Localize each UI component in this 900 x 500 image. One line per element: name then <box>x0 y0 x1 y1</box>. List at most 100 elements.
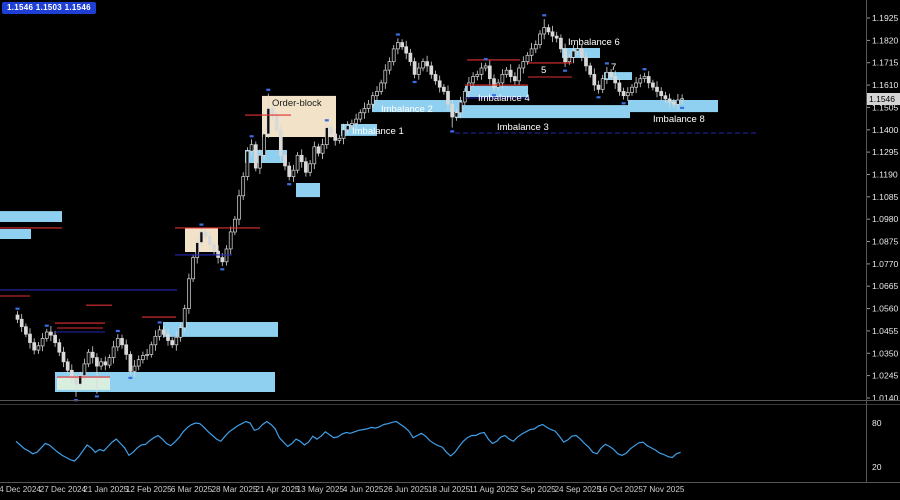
candle-body <box>642 76 647 79</box>
candle-body <box>245 150 250 177</box>
price-axis-label: 1.0875 <box>872 237 899 247</box>
candle-body <box>513 76 517 82</box>
candle-body <box>630 86 634 93</box>
candle-body <box>500 74 505 84</box>
imbalance-2-label[interactable]: Imbalance 2 <box>381 104 433 115</box>
candle-body <box>283 154 287 167</box>
order-block-label[interactable]: Order-block <box>272 98 322 109</box>
candle-body <box>199 231 204 243</box>
imbalance-5-label[interactable]: 5 <box>541 65 546 76</box>
candle-body <box>61 351 66 363</box>
fractal-marker <box>249 135 254 138</box>
price-axis-label: 1.0770 <box>872 259 899 269</box>
candle-body <box>383 69 388 84</box>
date-label: 27 Dec 2024 <box>40 485 87 494</box>
imbalance-7-label[interactable]: 7 <box>611 62 616 73</box>
candle-body <box>404 46 409 54</box>
zone-imbalance-4-band[interactable] <box>465 85 528 97</box>
candle-body <box>316 146 321 154</box>
candle-body <box>40 338 45 347</box>
price-axis-label: 1.1505 <box>872 102 899 112</box>
price-axis-label: 1.0560 <box>872 304 899 314</box>
imbalance-3-label[interactable]: Imbalance 3 <box>497 122 549 133</box>
candle-body <box>65 361 70 371</box>
imbalance-8-label[interactable]: Imbalance 8 <box>653 114 705 125</box>
candle-body <box>471 76 475 84</box>
zone-may-band[interactable] <box>296 183 320 198</box>
candle-body <box>341 129 346 139</box>
candle-body <box>680 98 684 101</box>
candle-body <box>387 61 392 71</box>
candle-body <box>15 314 20 320</box>
zone-left-band-b[interactable] <box>0 229 31 239</box>
price-axis-label: 1.0665 <box>872 281 899 291</box>
price-axis-label: 1.0245 <box>872 371 899 381</box>
date-label: 4 Dec 2024 <box>0 485 41 494</box>
fractal-marker <box>44 324 49 327</box>
candle-body <box>467 82 471 92</box>
zone-imbalance-7-band[interactable] <box>604 72 632 80</box>
candle-body <box>354 118 358 124</box>
quote-ticker: 1.1546 1.1503 1.1546 <box>2 2 96 14</box>
candle-body <box>638 78 643 84</box>
candle-body <box>538 33 542 45</box>
candle-body <box>287 165 292 177</box>
zone-imbalance-2-band[interactable] <box>372 100 462 113</box>
candle-body <box>145 354 149 356</box>
imbalance-6-label[interactable]: Imbalance 6 <box>568 37 620 48</box>
zone-apr-orderblock[interactable] <box>262 95 336 137</box>
candle-body <box>617 82 622 92</box>
candle-body <box>53 334 57 344</box>
imbalance-4-label[interactable]: Imbalance 4 <box>478 93 530 104</box>
candle-body <box>333 133 338 141</box>
candle-body <box>433 74 438 82</box>
candle-body <box>609 71 613 77</box>
candle-body <box>86 351 91 365</box>
candle-body <box>90 351 95 358</box>
fractal-marker <box>287 183 292 186</box>
price-axis-label: 1.1610 <box>872 80 899 90</box>
candle-body <box>571 50 576 58</box>
candle-body <box>655 86 659 92</box>
candle-body <box>28 333 32 343</box>
candle-body <box>492 78 496 88</box>
zone-demand-green-box[interactable] <box>57 377 110 390</box>
candle-body <box>115 338 120 348</box>
candle-body <box>584 57 588 67</box>
candle-body <box>479 67 484 75</box>
fractal-marker <box>604 62 609 65</box>
candle-body <box>475 74 480 77</box>
zone-feb-band[interactable] <box>163 322 278 337</box>
fractal-marker <box>199 223 204 226</box>
candle-body <box>667 98 672 103</box>
fractal-marker <box>621 102 626 105</box>
zone-left-band-a[interactable] <box>0 211 62 222</box>
candle-body <box>659 91 664 97</box>
candle-body <box>178 327 183 338</box>
candle-body <box>32 342 37 351</box>
candle-body <box>358 112 363 120</box>
zone-imbalance-8-band[interactable] <box>628 100 718 113</box>
candle-body <box>651 82 655 88</box>
fractal-marker <box>324 119 329 122</box>
candle-body <box>596 84 601 90</box>
candle-body <box>233 218 237 233</box>
candle-body <box>324 127 329 145</box>
candle-body <box>262 133 266 156</box>
candle-body <box>450 103 455 118</box>
candle-body <box>24 326 28 335</box>
fractal-marker <box>680 106 685 109</box>
candle-body <box>157 329 162 337</box>
zone-imbalance-1-band[interactable] <box>341 124 377 136</box>
candle-body <box>446 91 450 105</box>
candle-body <box>517 67 521 82</box>
imbalance-1-label[interactable]: Imbalance 1 <box>352 126 404 137</box>
fractal-marker <box>642 68 647 71</box>
fractal-marker <box>220 268 225 271</box>
fractal-marker <box>596 96 601 99</box>
candle-body <box>128 354 133 372</box>
fractal-marker <box>128 376 133 379</box>
zone-imbalance-3-band[interactable] <box>455 105 630 119</box>
price-axis-label: 1.0455 <box>872 326 899 336</box>
